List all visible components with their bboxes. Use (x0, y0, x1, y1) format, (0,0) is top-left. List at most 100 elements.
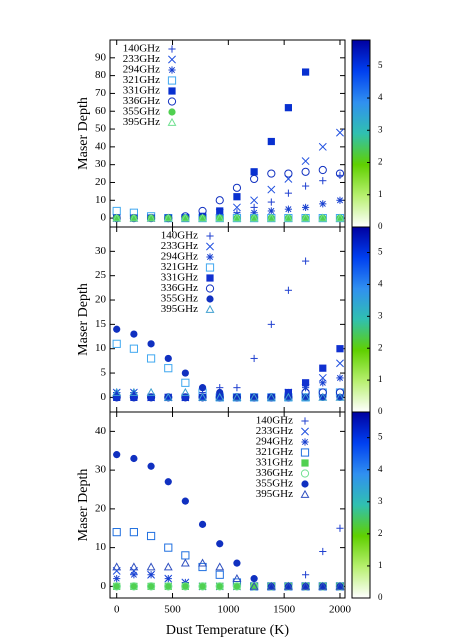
marker (113, 393, 121, 401)
legend-symbol (301, 480, 309, 488)
legend-label: 321GHz (161, 261, 198, 273)
marker (130, 582, 138, 590)
marker (318, 165, 327, 175)
legend-label: 355GHz (123, 106, 160, 118)
marker (130, 330, 138, 338)
marker (266, 581, 276, 590)
marker (215, 562, 225, 571)
marker (129, 582, 138, 591)
colorbar-tick-label: 1 (378, 374, 383, 384)
y-tick-label: 40 (95, 140, 107, 152)
marker (130, 454, 138, 463)
marker (301, 582, 310, 590)
marker (284, 214, 292, 222)
x-tick-label: 0 (114, 604, 120, 616)
marker (147, 462, 155, 470)
marker (216, 540, 224, 548)
marker (180, 558, 190, 567)
marker (250, 354, 258, 363)
marker (319, 364, 327, 372)
marker (147, 340, 155, 348)
legend-symbol (206, 295, 214, 303)
y-tick-label: 30 (95, 464, 107, 476)
marker (198, 582, 207, 590)
legend-label: 294GHz (123, 64, 160, 76)
legend-label: 355GHz (256, 478, 293, 490)
legend-symbol (168, 108, 176, 116)
marker (233, 193, 241, 201)
colorbar-tick-label: 2 (378, 157, 383, 167)
marker (198, 392, 207, 401)
marker (216, 207, 224, 215)
marker (267, 169, 276, 178)
marker (129, 528, 138, 537)
marker (113, 575, 121, 583)
marker (164, 582, 173, 591)
marker (336, 128, 344, 137)
marker (215, 213, 225, 222)
legend-label: 355GHz (161, 293, 198, 305)
marker (232, 183, 242, 192)
marker (233, 582, 241, 590)
marker (301, 68, 310, 76)
marker (181, 369, 189, 377)
y-tick-label: 0 (101, 580, 107, 592)
marker (336, 171, 344, 179)
marker (336, 374, 344, 382)
y-axis-label: Maser Depth (76, 283, 91, 356)
marker (336, 524, 344, 532)
legend-symbol (206, 274, 214, 282)
marker (336, 196, 344, 204)
legend-symbol (206, 242, 214, 251)
marker (112, 387, 122, 396)
colorbar-tick-label: 1 (378, 560, 383, 570)
marker (146, 387, 156, 396)
legend-symbol (168, 87, 176, 95)
x-tick-label: 500 (164, 604, 181, 616)
marker (164, 575, 172, 583)
marker (283, 392, 293, 401)
marker (198, 393, 207, 401)
marker (146, 562, 156, 571)
marker (250, 168, 258, 176)
marker (267, 582, 275, 590)
legend-label: 331GHz (123, 85, 160, 97)
legend-symbol (205, 304, 215, 313)
y-tick-label: 0 (101, 212, 107, 224)
marker (319, 547, 327, 556)
marker (232, 573, 242, 583)
legend-label: 336GHz (256, 467, 293, 479)
marker (215, 570, 224, 579)
marker (164, 478, 172, 486)
marker (233, 393, 241, 401)
marker (130, 571, 138, 579)
colorbar (351, 39, 371, 228)
legend-label: 395GHz (161, 303, 198, 315)
marker (301, 213, 311, 222)
marker (146, 213, 156, 222)
marker (318, 142, 327, 151)
legend-label: 331GHz (256, 457, 293, 469)
y-tick-label: 30 (95, 245, 107, 257)
legend-label: 336GHz (123, 95, 160, 107)
marker (301, 393, 310, 401)
y-tick-label: 10 (95, 194, 107, 206)
marker (164, 393, 172, 401)
marker (335, 581, 345, 590)
marker (284, 286, 292, 294)
marker (232, 213, 242, 222)
marker (112, 339, 121, 348)
marker (146, 393, 156, 402)
marker (335, 169, 345, 178)
colorbar-tick-label: 0 (378, 221, 383, 231)
marker (163, 213, 173, 222)
marker (336, 345, 344, 353)
x-tick-label: 2000 (329, 604, 352, 616)
marker (181, 393, 190, 402)
marker (129, 387, 139, 396)
marker (319, 582, 327, 590)
marker (146, 582, 156, 591)
marker (164, 582, 172, 590)
y-tick-label: 40 (95, 425, 107, 437)
legend-symbol (301, 417, 309, 425)
